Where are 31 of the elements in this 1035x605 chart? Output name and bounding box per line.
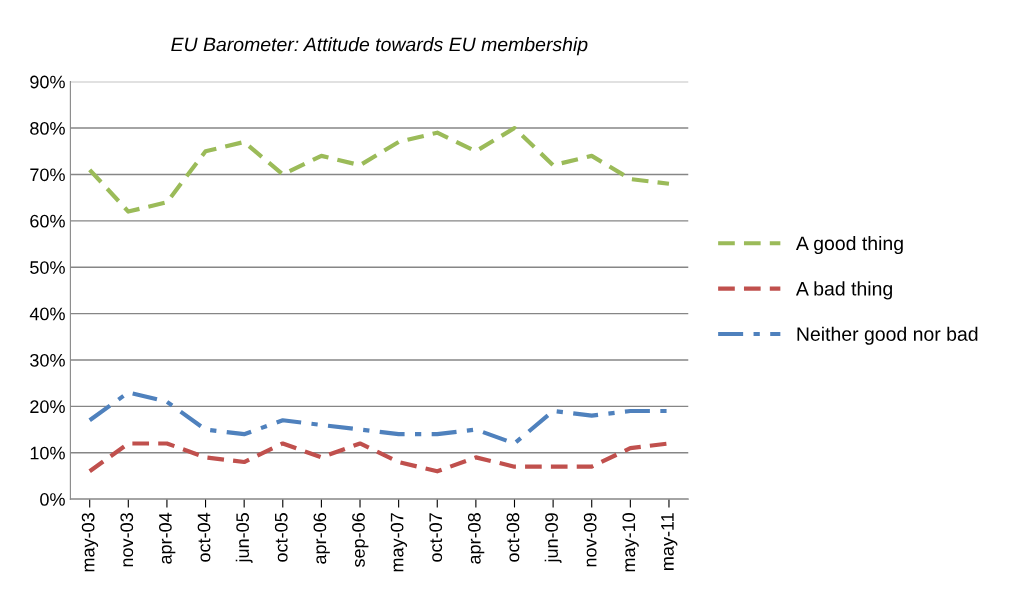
- legend-label: A good thing: [795, 235, 903, 255]
- x-tick-label: oct-04: [197, 512, 211, 562]
- x-tick-label: nov-09: [583, 513, 597, 567]
- x-tick-label: may-03: [81, 513, 99, 572]
- x-tick-label: oct-05: [274, 513, 288, 562]
- y-tick-label: 80%: [30, 121, 65, 135]
- line-series: [87, 125, 672, 214]
- y-tick-label: 90%: [30, 75, 65, 89]
- x-tick-label: jun-05: [235, 513, 253, 563]
- legend-label: A bad thing: [795, 281, 892, 300]
- y-tick-label: 60%: [30, 214, 65, 228]
- x-tick-label: may-07: [390, 513, 408, 572]
- x-tick-label: oct-07: [429, 513, 443, 562]
- x-tick-label: nov-03: [120, 513, 134, 567]
- y-tick-label: 30%: [30, 353, 65, 367]
- x-tick-label: apr-06: [313, 513, 330, 564]
- y-tick-label: 50%: [30, 261, 65, 274]
- x-tick-label: apr-04: [158, 512, 176, 564]
- x-tick-label: jun-09: [544, 513, 562, 563]
- chart-title: EU Barometer: Attitude towards EU membership: [171, 37, 588, 56]
- x-tick-label: may-11: [661, 513, 678, 570]
- legend-label: Neither good nor bad: [797, 326, 978, 345]
- x-tick-label: sep-06: [352, 513, 369, 568]
- y-tick-label: 10%: [30, 446, 65, 460]
- y-tick-label: 20%: [30, 400, 65, 414]
- x-tick-label: may-10: [622, 513, 639, 572]
- y-tick-label: 0%: [40, 493, 65, 506]
- y-tick-label: 70%: [30, 168, 65, 182]
- y-tick-label: 40%: [29, 307, 65, 321]
- x-tick-label: oct-08: [506, 513, 520, 562]
- x-tick-label: apr-08: [467, 513, 485, 564]
